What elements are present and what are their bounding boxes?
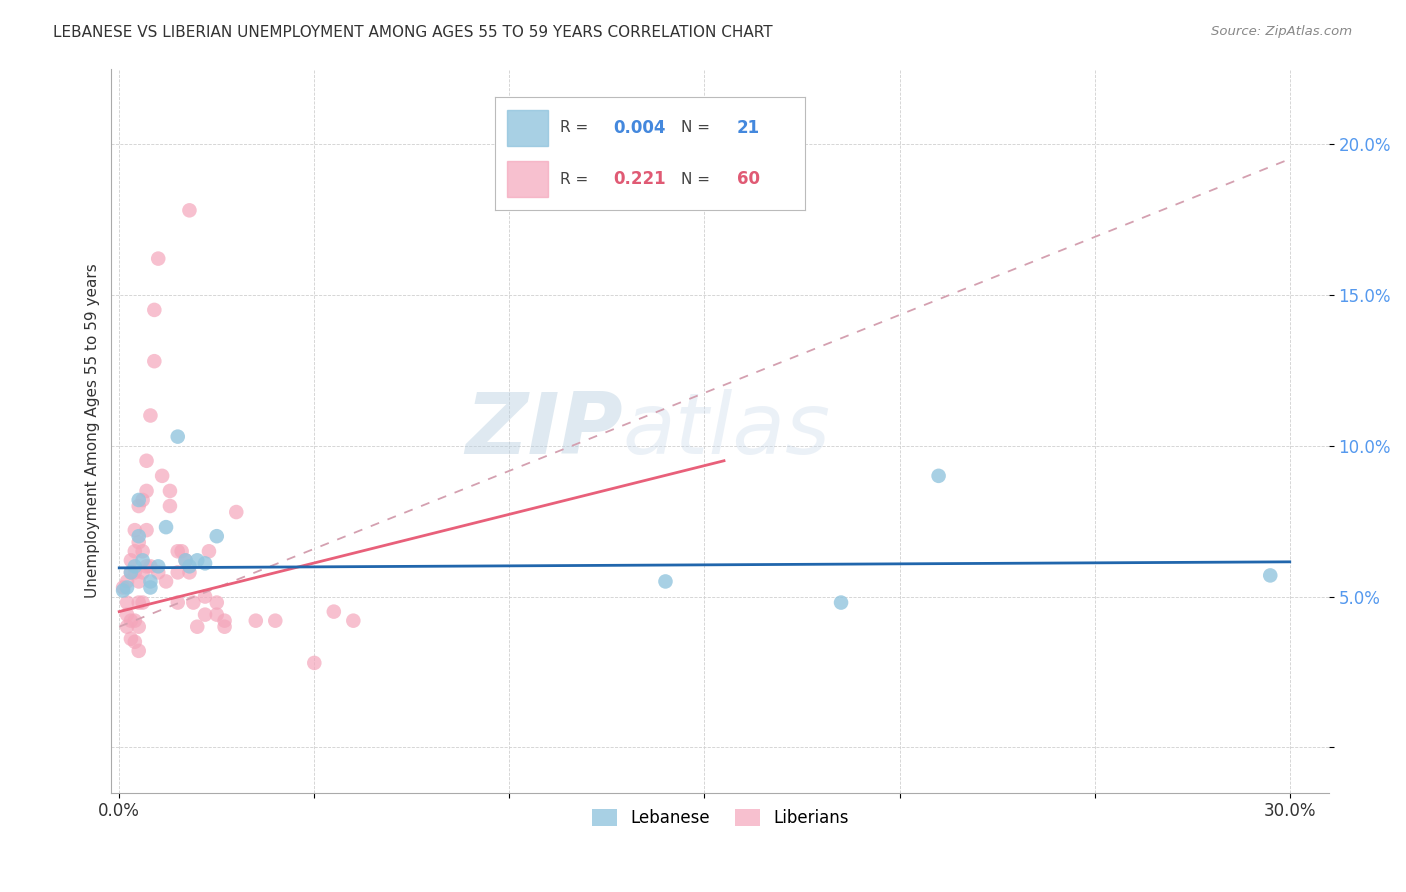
Point [179,559,201,574]
Point [148,566,170,580]
Point [131,566,153,580]
Point [214,620,236,634]
Point [124,544,146,558]
Point [155,520,177,534]
Point [928,468,950,483]
Point [124,559,146,574]
Point [112,581,135,595]
Point [128,535,150,549]
Point [322,605,344,619]
Point [124,523,146,537]
Point [183,596,205,610]
Point [124,634,146,648]
Point [128,644,150,658]
Text: atlas: atlas [623,389,831,472]
Point [131,596,153,610]
Point [179,203,201,218]
Point [143,354,166,368]
Point [124,614,146,628]
Point [120,566,142,580]
Point [131,544,153,558]
Point [342,614,364,628]
Point [174,553,197,567]
Point [139,409,162,423]
Point [115,596,138,610]
Point [205,596,228,610]
Point [179,566,201,580]
Point [159,483,181,498]
Point [150,468,173,483]
Point [120,566,142,580]
Point [159,499,181,513]
Point [143,302,166,317]
Point [124,566,146,580]
Point [115,581,138,595]
Point [205,529,228,543]
Point [139,574,162,589]
Point [139,559,162,574]
Point [194,590,217,604]
Point [115,620,138,634]
Y-axis label: Unemployment Among Ages 55 to 59 years: Unemployment Among Ages 55 to 59 years [86,263,100,598]
Point [131,493,153,508]
Point [654,574,676,589]
Point [128,574,150,589]
Point [205,607,228,622]
Point [120,632,142,646]
Point [135,454,157,468]
Point [304,656,326,670]
Point [170,544,193,558]
Point [1258,568,1281,582]
Point [139,581,162,595]
Point [155,574,177,589]
Point [135,483,157,498]
Point [131,553,153,567]
Point [148,559,170,574]
Point [166,429,188,443]
Point [830,596,852,610]
Point [166,544,188,558]
Point [166,596,188,610]
Point [120,553,142,567]
Point [112,583,135,598]
Point [128,493,150,508]
Point [148,252,170,266]
Point [194,557,217,571]
Point [115,607,138,622]
Point [174,553,197,567]
Point [214,614,236,628]
Text: Source: ZipAtlas.com: Source: ZipAtlas.com [1212,25,1353,38]
Point [186,553,208,567]
Point [135,559,157,574]
Point [264,614,287,628]
Legend: Lebanese, Liberians: Lebanese, Liberians [583,800,856,835]
Point [128,620,150,634]
Point [128,596,150,610]
Point [128,529,150,543]
Text: ZIP: ZIP [465,389,623,472]
Point [115,574,138,589]
Point [186,620,208,634]
Point [225,505,247,519]
Text: LEBANESE VS LIBERIAN UNEMPLOYMENT AMONG AGES 55 TO 59 YEARS CORRELATION CHART: LEBANESE VS LIBERIAN UNEMPLOYMENT AMONG … [53,25,773,40]
Point [128,499,150,513]
Point [166,566,188,580]
Point [245,614,267,628]
Point [194,607,217,622]
Point [120,614,142,628]
Point [198,544,221,558]
Point [135,523,157,537]
